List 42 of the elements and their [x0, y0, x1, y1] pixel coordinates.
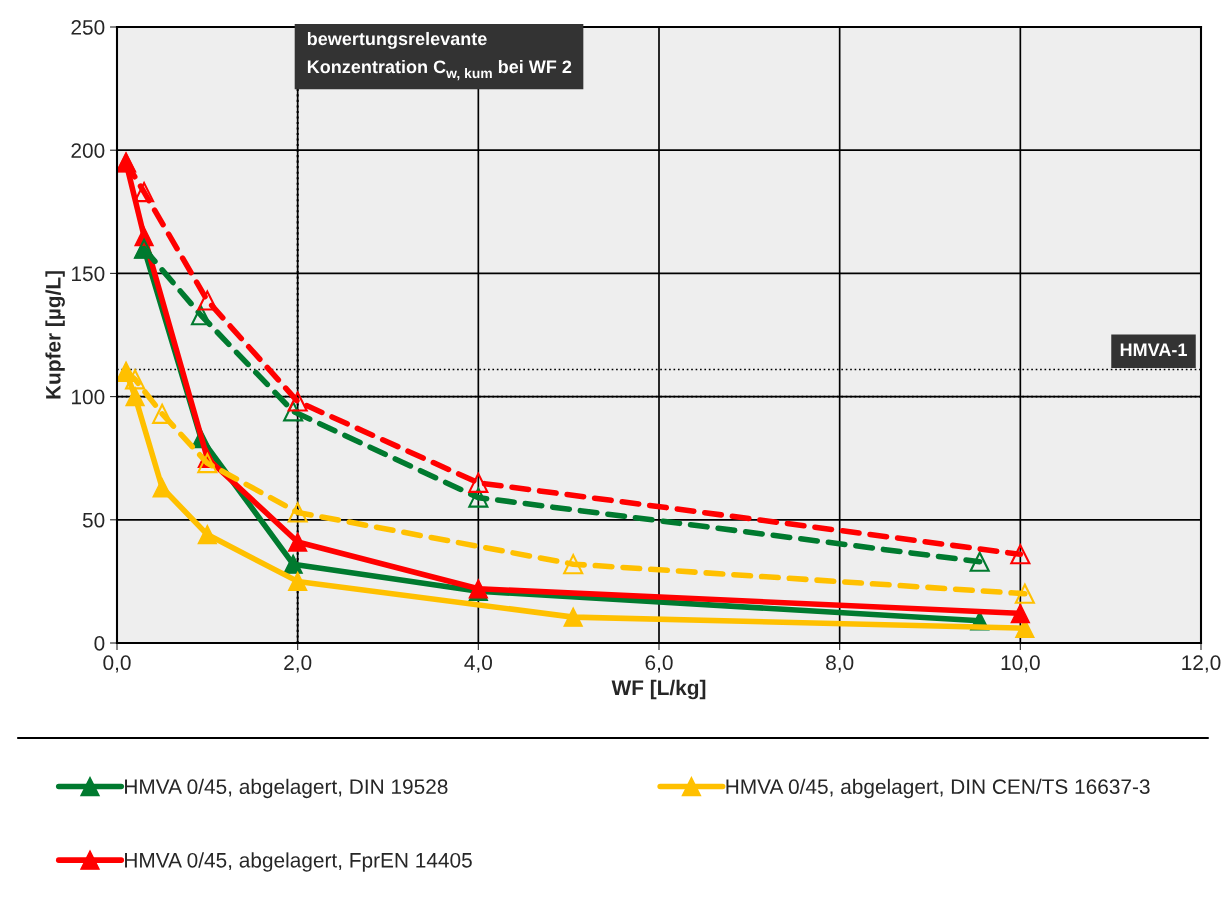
x-tick-label: 12,0 [1182, 655, 1221, 673]
point [197, 290, 218, 311]
point [287, 391, 308, 412]
point [1010, 603, 1031, 624]
point [969, 551, 990, 572]
x-tick-label: 4,0 [464, 655, 492, 673]
point [283, 554, 303, 574]
legend-label: HMVA 0/45, abgelagert, DIN CEN/TS 16637-3 [726, 778, 1150, 799]
point [563, 607, 583, 627]
y-tick-label: 0 [94, 636, 105, 651]
y-axis-title: Kupfer [µg/L] [45, 271, 65, 399]
x-tick-label: 2,0 [284, 655, 312, 673]
point [197, 524, 218, 545]
point [190, 305, 212, 326]
point [283, 401, 304, 422]
point [125, 386, 145, 407]
point [152, 403, 173, 424]
point [1014, 583, 1035, 604]
point [125, 369, 146, 390]
x-tick-label: 0,0 [103, 655, 131, 673]
point [468, 487, 489, 508]
point [287, 571, 308, 592]
point [152, 478, 172, 498]
y-tick-label: 250 [71, 20, 105, 35]
legend-label: HMVA 0/45, abgelagert, FprEN 14405 [125, 852, 472, 872]
x-axis-title: WF [L/kg] [611, 679, 706, 700]
point [134, 182, 155, 203]
legend-label: HMVA 0/45, abgelagert, DIN 19528 [125, 778, 448, 799]
x-tick-label: 10,0 [1001, 655, 1040, 673]
y-tick-label: 50 [82, 512, 105, 528]
y-tick-label: 100 [72, 389, 105, 405]
ref-line-label: HMVA-1 [1120, 343, 1187, 356]
point [197, 453, 218, 474]
x-tick-label: 8,0 [826, 655, 854, 673]
point [468, 472, 489, 493]
y-tick-label: 150 [72, 266, 105, 282]
point [287, 502, 308, 523]
point [563, 554, 584, 575]
point [1010, 544, 1031, 565]
point [287, 532, 308, 552]
y-tick-label: 200 [71, 143, 105, 158]
x-tick-label: 6,0 [645, 655, 673, 673]
